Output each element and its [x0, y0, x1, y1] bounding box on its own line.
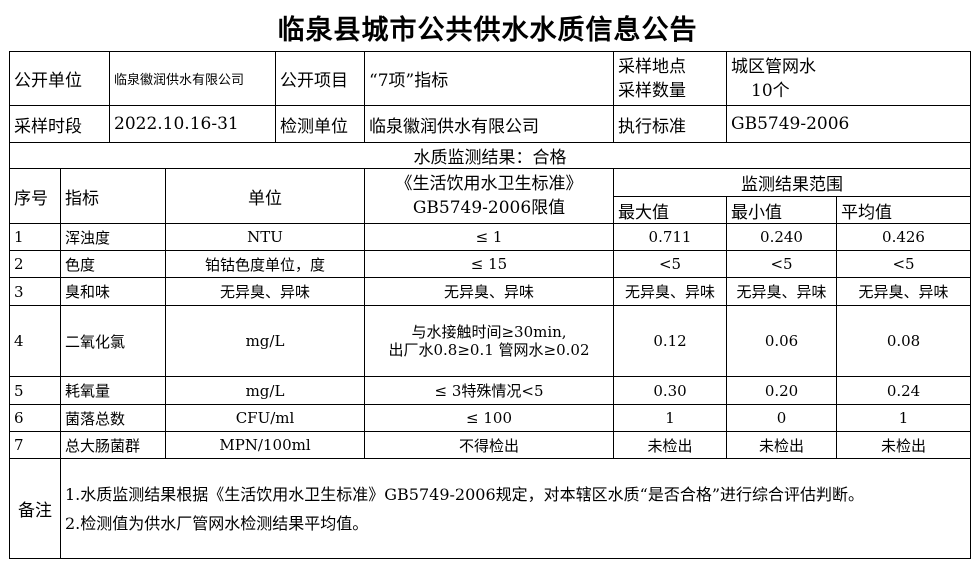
row-avg: 0.24 [836, 376, 972, 405]
items-label: 公开项目 [275, 51, 366, 106]
row-max: 无异臭、异味 [613, 277, 728, 306]
location-labels: 采样地点 采样数量 [613, 51, 728, 106]
row-indicator: 色度 [60, 250, 166, 278]
location-value: 城区管网水 [731, 56, 817, 77]
row-min: 无异臭、异味 [726, 277, 838, 306]
row-max: 0.12 [613, 305, 728, 377]
header-range: 监测结果范围 [613, 168, 972, 197]
row-no: 1 [9, 223, 61, 251]
row-limit: 无异臭、异味 [364, 277, 615, 306]
header-max: 最大值 [613, 196, 728, 224]
row-max: 0.711 [613, 223, 728, 251]
row-min: 0.240 [726, 223, 838, 251]
row-limit: 与水接触时间≥30min, 出厂水0.8≥0.1 管网水≥0.02 [364, 305, 615, 377]
row-avg: 0.08 [836, 305, 972, 377]
result-summary: 水质监测结果：合格 [8, 142, 972, 169]
row-limit: ≤ 3特殊情况<5 [364, 376, 615, 405]
row-limit: ≤ 1 [364, 223, 615, 251]
table-row: 2 色度 铂钴色度单位，度 ≤ 15 <5 <5 <5 [9, 250, 972, 278]
header-limit-line2: GB5749-2006限值 [412, 198, 566, 218]
table-row: 4 二氧化氯 mg/L 与水接触时间≥30min, 出厂水0.8≥0.1 管网水≥0.0… [9, 305, 972, 377]
row-indicator: 臭和味 [60, 277, 166, 306]
table-row: 6 菌落总数 CFU/ml ≤ 100 1 0 1 [9, 404, 972, 432]
row-no: 7 [9, 431, 61, 459]
count-value: 10个 [751, 80, 790, 101]
row-no: 5 [9, 376, 61, 405]
header-limit: 《生活饮用水卫生标准》 GB5749-2006限值 [364, 168, 615, 224]
row-no: 2 [9, 250, 61, 278]
row-unit: CFU/ml [164, 404, 366, 432]
row-indicator: 浑浊度 [60, 223, 166, 251]
row-avg: 无异臭、异味 [836, 277, 972, 306]
standard-label: 执行标准 [613, 105, 728, 143]
header-indicator: 指标 [60, 168, 166, 224]
location-values: 城区管网水 10个 [726, 51, 972, 106]
row-max: <5 [613, 250, 728, 278]
row-avg: 0.426 [836, 223, 972, 251]
table-row: 3 臭和味 无异臭、异味 无异臭、异味 无异臭、异味 无异臭、异味 无异臭、异味 [9, 277, 972, 306]
period-label: 采样时段 [9, 105, 110, 143]
row-avg: 1 [836, 404, 972, 432]
row-limit: 不得检出 [364, 431, 615, 459]
location-label: 采样地点 [618, 56, 687, 77]
page-title: 临泉县城市公共供水水质信息公告 [277, 15, 698, 46]
row-min: 0 [726, 404, 838, 432]
tester-value: 临泉徽润供水有限公司 [364, 105, 615, 143]
row-no: 6 [9, 404, 61, 432]
row-limit: ≤ 15 [364, 250, 615, 278]
note-2: 2.检测值为供水厂管网水检测结果平均值。 [65, 513, 369, 533]
table-row: 5 耗氧量 mg/L ≤ 3特殊情况<5 0.30 0.20 0.24 [9, 376, 972, 405]
row-avg: 未检出 [836, 431, 972, 459]
row-max: 未检出 [613, 431, 728, 459]
header-limit-line1: 《生活饮用水卫生标准》 [395, 174, 583, 194]
row-limit: ≤ 100 [364, 404, 615, 432]
row-indicator: 耗氧量 [60, 376, 166, 405]
row-indicator: 二氧化氯 [60, 305, 166, 377]
row-no: 3 [9, 277, 61, 306]
note-1: 1.水质监测结果根据《生活饮用水卫生标准》GB5749-2006规定，对本辖区水… [65, 484, 865, 504]
row-min: 0.06 [726, 305, 838, 377]
count-label: 采样数量 [618, 80, 687, 101]
row-min: 0.20 [726, 376, 838, 405]
row-unit: mg/L [164, 305, 366, 377]
row-unit: NTU [164, 223, 366, 251]
row-min: 未检出 [726, 431, 838, 459]
row-max: 0.30 [613, 376, 728, 405]
row-indicator: 总大肠菌群 [60, 431, 166, 459]
row-unit: mg/L [164, 376, 366, 405]
header-no: 序号 [9, 168, 61, 224]
table-row: 7 总大肠菌群 MPN/100ml 不得检出 未检出 未检出 未检出 [9, 431, 972, 459]
publisher-label: 公开单位 [9, 51, 110, 106]
row-avg: <5 [836, 250, 972, 278]
notes-label: 备注 [9, 458, 61, 559]
tester-label: 检测单位 [275, 105, 366, 143]
row-unit: 无异臭、异味 [164, 277, 366, 306]
row-unit: MPN/100ml [164, 431, 366, 459]
header-min: 最小值 [726, 196, 838, 224]
row-unit: 铂钴色度单位，度 [164, 250, 366, 278]
publisher-value: 临泉徽润供水有限公司 [108, 51, 277, 106]
row-limit-line2: 出厂水0.8≥0.1 管网水≥0.02 [388, 341, 590, 359]
table-row: 1 浑浊度 NTU ≤ 1 0.711 0.240 0.426 [9, 223, 972, 251]
row-min: <5 [726, 250, 838, 278]
notes-text: 1.水质监测结果根据《生活饮用水卫生标准》GB5749-2006规定，对本辖区水… [59, 458, 972, 559]
standard-value: GB5749-2006 [726, 105, 972, 143]
header-avg: 平均值 [836, 196, 972, 224]
row-no: 4 [9, 305, 61, 377]
items-value: “7项”指标 [364, 51, 615, 106]
water-quality-table: 公开单位 临泉徽润供水有限公司 公开项目 “7项”指标 采样地点采样数量 城区管… [8, 51, 972, 559]
period-value: 2022.10.16-31 [108, 105, 277, 143]
row-indicator: 菌落总数 [60, 404, 166, 432]
header-unit: 单位 [164, 168, 366, 224]
row-max: 1 [613, 404, 728, 432]
row-limit-line1: 与水接触时间≥30min, [411, 323, 567, 341]
